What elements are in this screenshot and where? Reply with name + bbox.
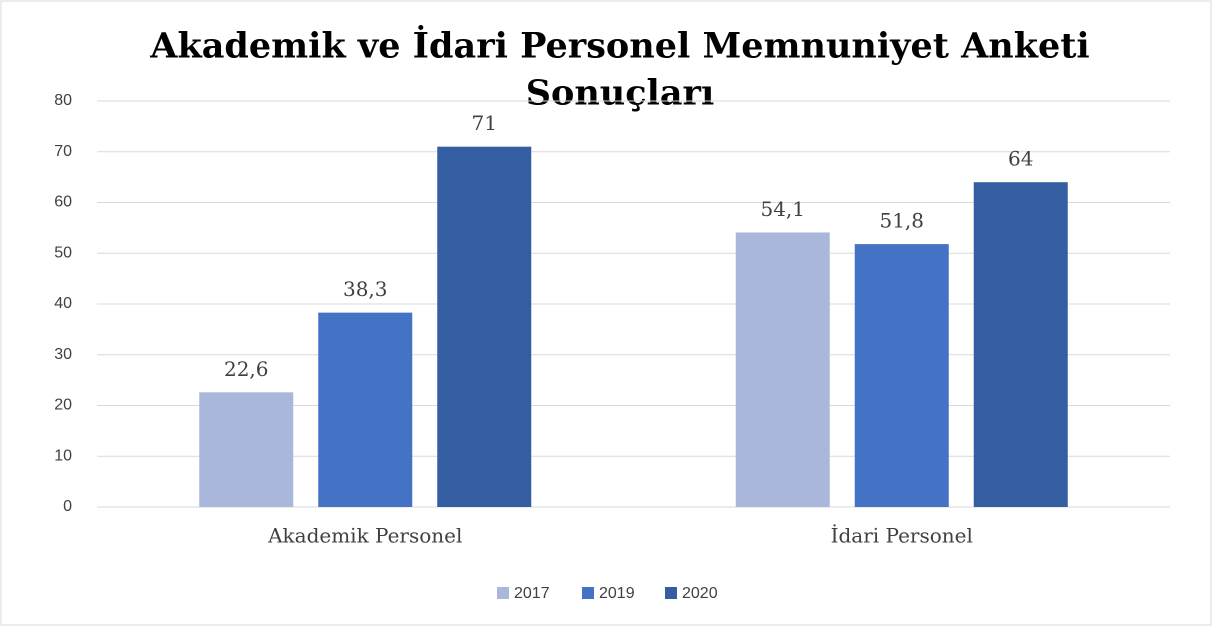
- data-label: 38,3: [343, 277, 388, 301]
- y-tick-label: 10: [54, 447, 72, 464]
- y-tick-label: 80: [54, 92, 72, 109]
- bar: [854, 244, 949, 508]
- y-tick-label: 70: [54, 143, 72, 160]
- bar: [199, 392, 294, 507]
- data-label: 54,1: [760, 197, 805, 221]
- data-label: 22,6: [224, 357, 269, 381]
- data-label: 71: [472, 111, 497, 135]
- y-tick-label: 60: [54, 194, 72, 211]
- x-tick-label: İdari Personel: [831, 524, 973, 548]
- legend-label: 2019: [599, 585, 635, 602]
- bar: [973, 182, 1068, 507]
- y-tick-label: 0: [63, 498, 72, 515]
- chart-title: Akademik ve İdari Personel Memnuniyet An…: [149, 24, 1089, 67]
- y-tick-label: 40: [54, 295, 72, 312]
- chart-title: Sonuçları: [526, 73, 715, 114]
- legend-swatch: [497, 587, 509, 599]
- data-label: 51,8: [879, 209, 924, 233]
- legend-label: 2020: [682, 585, 718, 602]
- y-tick-label: 50: [54, 244, 72, 261]
- bar: [735, 232, 830, 507]
- legend-swatch: [582, 587, 594, 599]
- legend-label: 2017: [514, 585, 550, 602]
- legend-swatch: [665, 587, 677, 599]
- x-tick-label: Akademik Personel: [267, 524, 462, 548]
- bar: [318, 312, 413, 507]
- data-label: 64: [1008, 147, 1033, 171]
- y-tick-label: 30: [54, 346, 72, 363]
- y-tick-label: 20: [54, 397, 72, 414]
- bar: [437, 146, 532, 508]
